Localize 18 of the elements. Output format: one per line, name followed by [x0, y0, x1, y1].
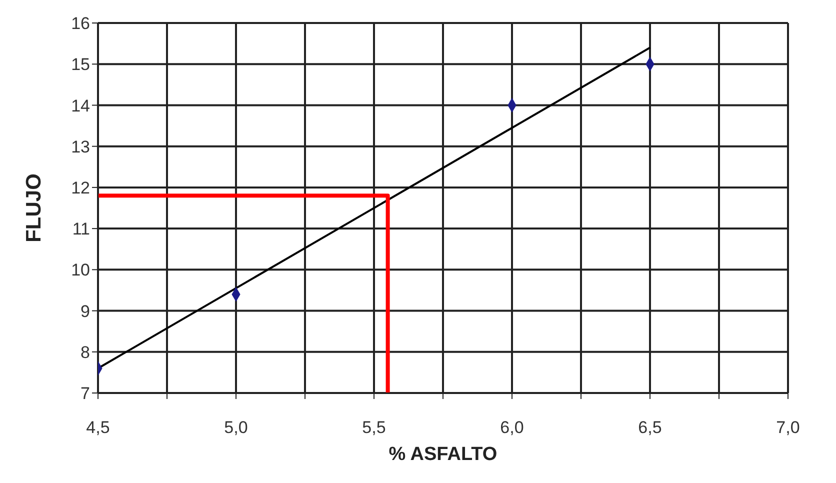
- y-tick-label: 10: [71, 260, 90, 280]
- x-tick-label: 5,0: [224, 418, 248, 438]
- x-tick-label: 7,0: [776, 418, 800, 438]
- y-tick-label: 11: [72, 220, 90, 239]
- x-tick-label: 5,5: [362, 418, 386, 438]
- y-axis-title: FLUJO: [22, 174, 46, 242]
- y-tick-label: 7: [80, 384, 90, 404]
- y-tick-label: 16: [71, 14, 90, 34]
- x-tick-label: 6,5: [638, 418, 662, 438]
- y-tick-label: 9: [80, 302, 90, 321]
- x-tick-label: 6,0: [500, 418, 524, 438]
- y-tick-label: 14: [71, 96, 90, 116]
- y-tick-label: 8: [80, 342, 90, 362]
- x-axis-title: % ASFALTO: [388, 444, 498, 465]
- y-tick-label: 13: [71, 137, 90, 156]
- y-tick-label: 12: [71, 178, 90, 198]
- y-tick-label: 15: [71, 55, 90, 74]
- x-tick-label: 4,5: [86, 418, 110, 438]
